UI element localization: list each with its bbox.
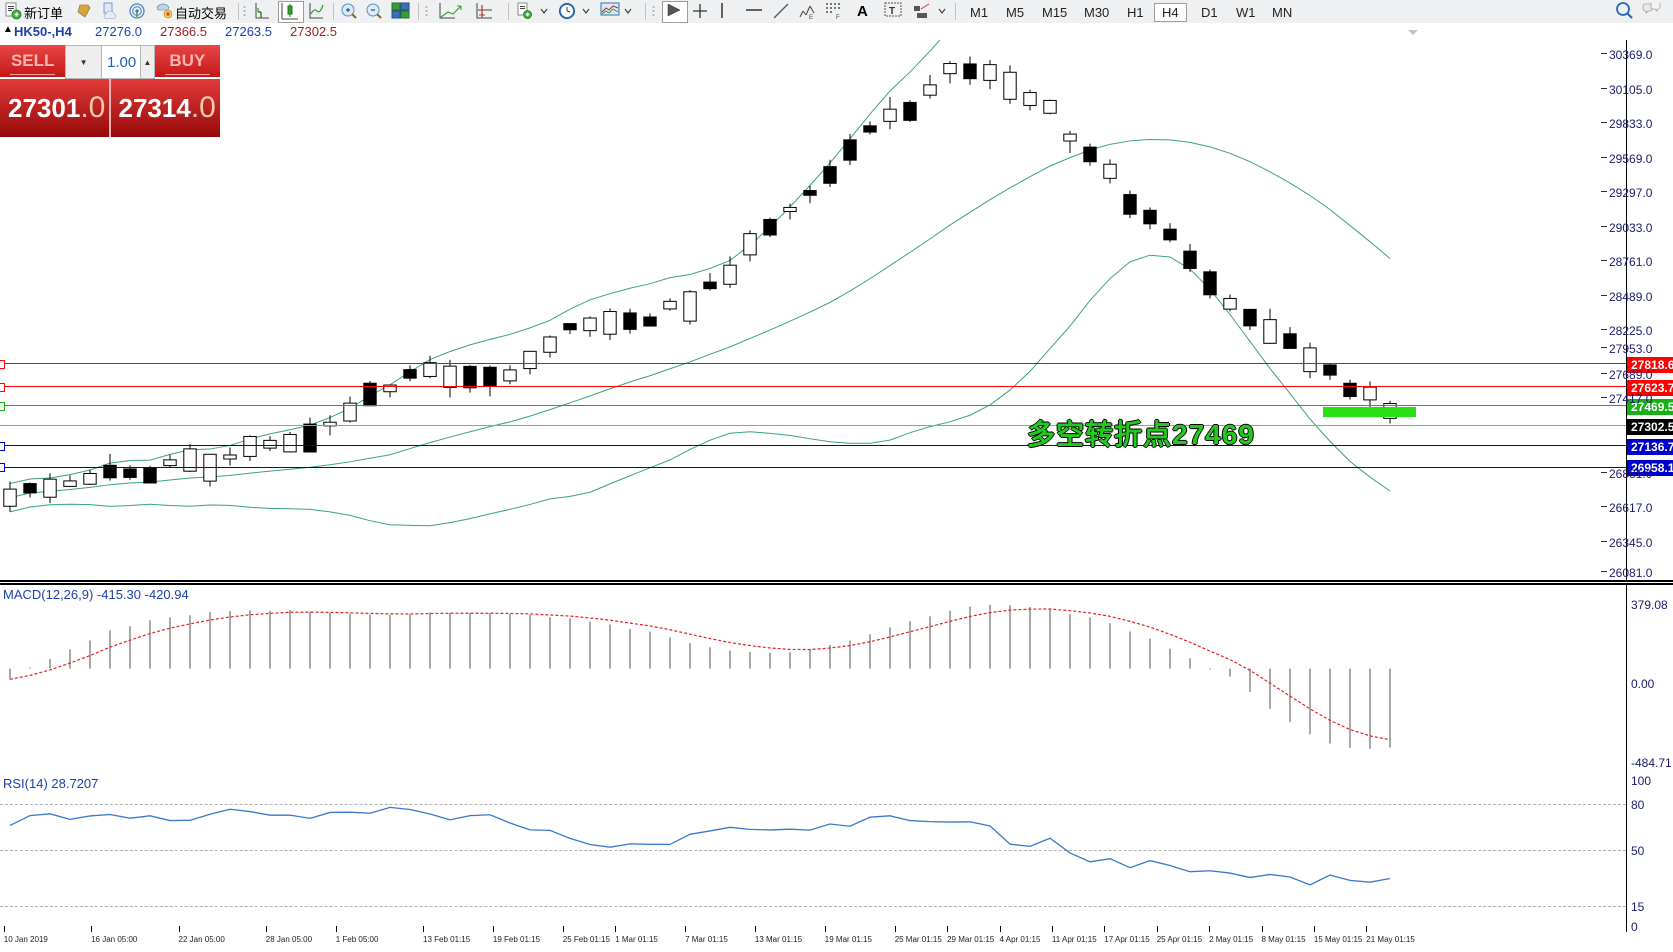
svg-text:T: T (889, 6, 895, 17)
svg-text:E: E (809, 15, 813, 20)
svg-text:F: F (836, 15, 840, 20)
